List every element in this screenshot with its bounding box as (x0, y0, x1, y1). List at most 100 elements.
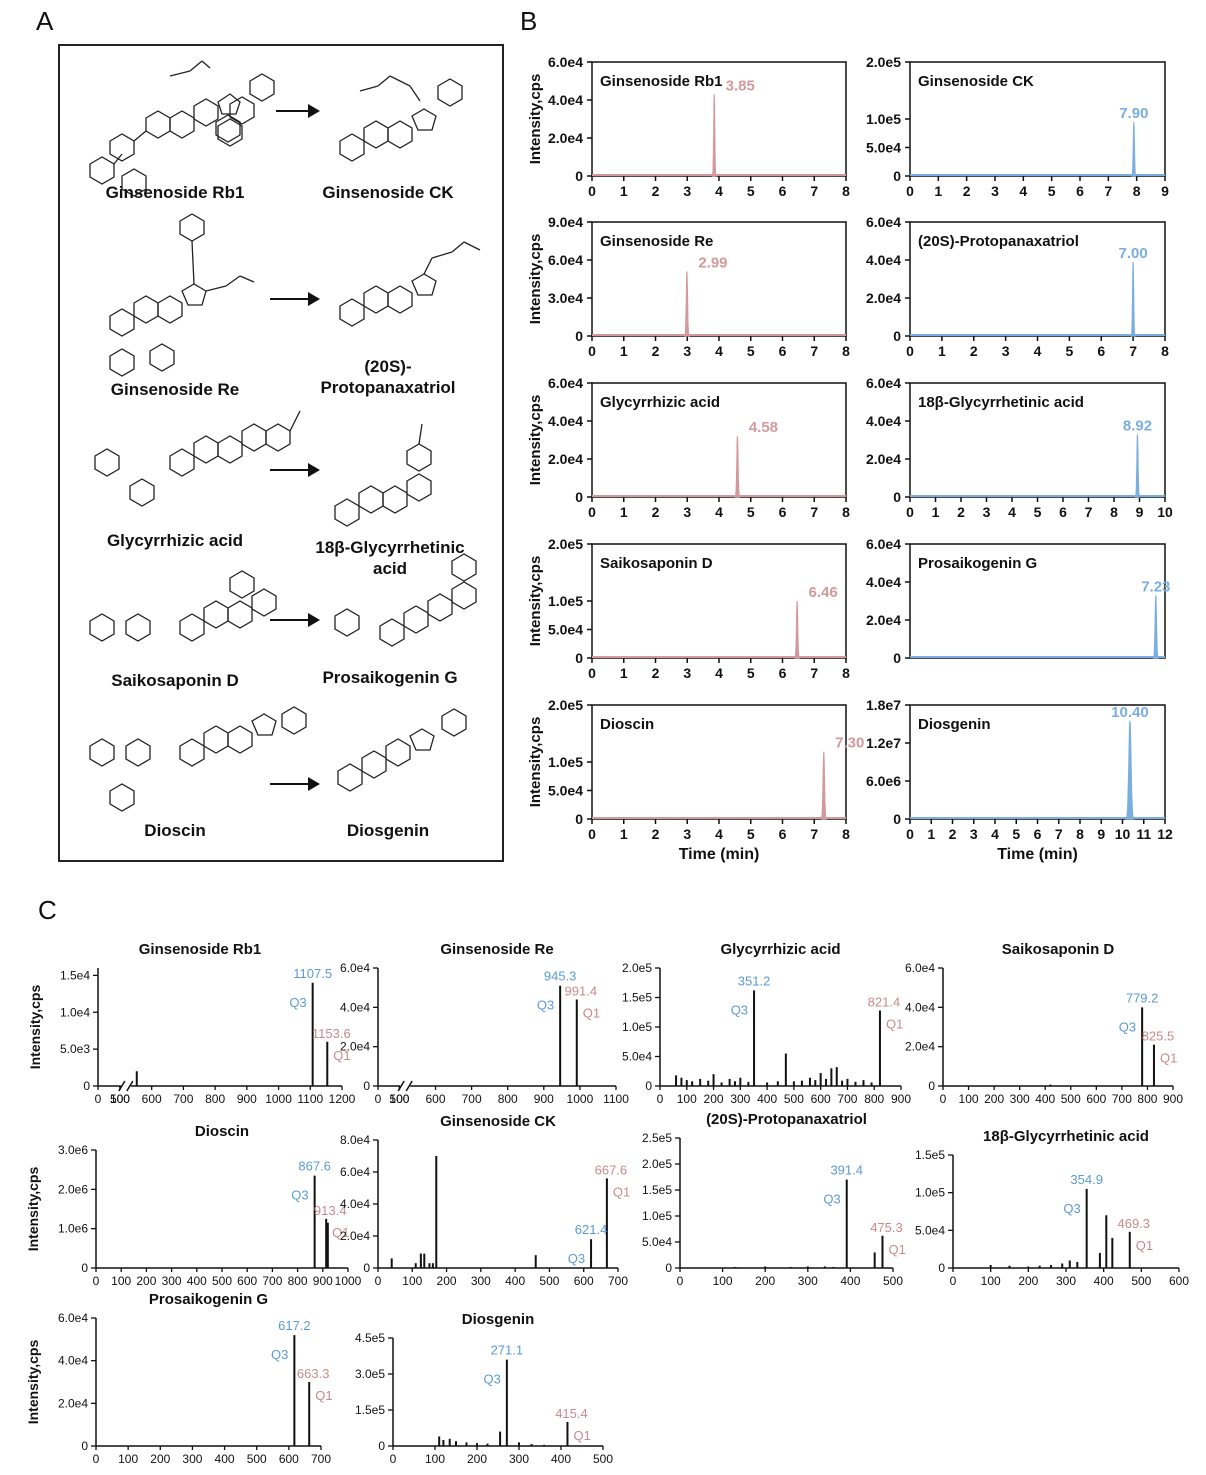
chart-title: (20S)-Protopanaxatriol (706, 1111, 867, 1128)
chart-title: Prosaikogenin G (918, 555, 1037, 572)
x-tick-label: 3 (683, 826, 691, 842)
y-tick-label: 4.0e4 (548, 92, 583, 108)
x-tick-label: 900 (534, 1092, 554, 1106)
y-tick-label: 2.0e4 (58, 1396, 88, 1410)
x-tick-label: 8 (842, 826, 850, 842)
reaction-arrow-4 (270, 613, 320, 627)
x-tick-label: 200 (467, 1452, 487, 1466)
x-tick-label: 200 (755, 1274, 775, 1288)
x-tick-label: 10 (1115, 826, 1131, 842)
x-tick-label: 0 (906, 183, 914, 199)
x-tick-label: 400 (505, 1274, 525, 1288)
x-tick-label: 1 (934, 183, 942, 199)
x-tick-label: 300 (162, 1274, 182, 1288)
x-tick-label: 2 (652, 826, 660, 842)
x-tick-label: 0 (588, 504, 596, 520)
y-tick-label: 5.0e3 (60, 1042, 90, 1056)
x-tick-label: 1 (932, 504, 940, 520)
x-tick-label: 1 (620, 504, 628, 520)
y-tick-label: 6.0e4 (866, 536, 901, 552)
y-tick-label: 4.0e4 (340, 1197, 370, 1211)
peak (820, 751, 827, 820)
q3-mz-label: 867.6 (298, 1159, 331, 1174)
structure-glycyrrhizic-acid (94, 410, 301, 507)
ms-spectrum-7: 0 5.0e4 1.0e5 1.5e5 0 100 200 300 400 500 600 354.9… (915, 1128, 1189, 1288)
chart-title: Glycyrrhizic acid (600, 394, 720, 411)
peak-label: 3.85 (726, 77, 755, 94)
q1-label: Q1 (1136, 1238, 1153, 1253)
x-tick-label: 1 (620, 826, 628, 842)
y-tick-label: 4.5e5 (355, 1331, 385, 1345)
x-tick-label: 3 (991, 183, 999, 199)
peak-label: 7.00 (1119, 245, 1148, 262)
y-tick-label: 6.0e4 (58, 1311, 88, 1325)
x-tick-label: 200 (136, 1274, 156, 1288)
x-tick-label: 8 (842, 504, 850, 520)
chromatogram-6: 0 5.0e4 1.0e5 2.0e5 0 1 2 3 4 5 6 7 8 6.46 Saikosaponi… (527, 536, 850, 681)
x-tick-label: 0 (588, 343, 596, 359)
y-tick-label: 6.0e4 (866, 214, 901, 230)
y-axis-label: Intensity,cps (25, 1167, 41, 1252)
y-tick-label: 0 (938, 1261, 945, 1275)
x-tick-label: 3 (683, 665, 691, 681)
structure-ginsenoside-rb1 (89, 60, 275, 197)
x-tick-label: 4 (715, 665, 723, 681)
y-tick-label: 1.8e7 (866, 697, 901, 713)
x-tick-label: 500 (593, 1452, 613, 1466)
y-axis-label: Intensity,cps (527, 74, 544, 165)
x-tick-label: 900 (1163, 1092, 1183, 1106)
x-tick-label: 700 (1112, 1092, 1132, 1106)
x-tick-label: 4 (715, 826, 723, 842)
q1-label: Q1 (573, 1428, 590, 1443)
x-tick-label: 3 (683, 504, 691, 520)
y-tick-label: 5.0e4 (622, 1050, 652, 1064)
x-tick-label: 5 (1048, 183, 1056, 199)
x-tick-label: 2 (652, 183, 660, 199)
x-tick-label: 500 (110, 1092, 130, 1106)
q3-mz-label: 354.9 (1070, 1172, 1103, 1187)
x-tick-label: 3 (970, 826, 978, 842)
structure-protopanaxatriol (339, 241, 481, 327)
y-tick-label: 5.0e4 (915, 1223, 945, 1237)
x-tick-label: 7 (810, 826, 818, 842)
x-tick-label: 600 (811, 1092, 831, 1106)
x-tick-label: 8 (1133, 183, 1141, 199)
x-tick-label: 6 (1059, 504, 1067, 520)
x-tick-label: 200 (984, 1092, 1004, 1106)
x-tick-label: 100 (402, 1274, 422, 1288)
x-tick-label: 900 (237, 1092, 257, 1106)
x-tick-label: 8 (1161, 343, 1169, 359)
chart-title: Diosgenin (918, 716, 991, 733)
chart-title: Dioscin (195, 1123, 249, 1140)
structure-glycyrrhetinic-acid (334, 423, 432, 527)
y-tick-label: 0 (893, 168, 901, 184)
y-tick-label: 1.5e5 (915, 1148, 945, 1162)
x-tick-label: 700 (608, 1274, 628, 1288)
x-tick-label: 400 (840, 1274, 860, 1288)
y-tick-label: 2.0e5 (622, 961, 652, 975)
x-axis-label: Time (min) (679, 846, 760, 863)
x-tick-label: 200 (704, 1092, 724, 1106)
chart-title: (20S)-Protopanaxatriol (918, 233, 1079, 250)
y-tick-label: 6.0e4 (548, 54, 583, 70)
q1-label: Q1 (315, 1388, 332, 1403)
x-tick-label: 2 (652, 665, 660, 681)
x-tick-label: 12 (1157, 826, 1173, 842)
x-tick-label: 400 (757, 1092, 777, 1106)
x-tick-label: 5 (1065, 343, 1073, 359)
x-tick-label: 500 (1131, 1274, 1151, 1288)
x-tick-label: 1 (620, 665, 628, 681)
compound-name: Diosgenin (346, 821, 430, 840)
y-tick-label: 4.0e4 (905, 1000, 935, 1014)
chart-title: Glycyrrhizic acid (720, 941, 840, 958)
q1-label: Q1 (613, 1184, 630, 1199)
x-tick-label: 400 (215, 1452, 235, 1466)
compound-name: Saikosaponin D (111, 671, 239, 690)
x-tick-label: 500 (883, 1274, 903, 1288)
y-tick-label: 1.0e5 (548, 593, 583, 609)
y-tick-label: 3.0e5 (355, 1367, 385, 1381)
y-tick-label: 5.0e4 (866, 140, 901, 156)
y-tick-label: 1.0e5 (866, 111, 901, 127)
x-tick-label: 5 (1012, 826, 1020, 842)
